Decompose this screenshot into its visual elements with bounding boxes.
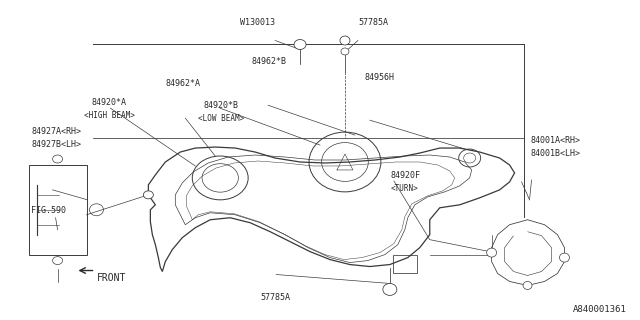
Text: <HIGH BEAM>: <HIGH BEAM> — [84, 111, 134, 120]
Ellipse shape — [52, 257, 63, 265]
Text: 57785A: 57785A — [358, 19, 388, 28]
Text: 84927A<RH>: 84927A<RH> — [31, 127, 81, 136]
Text: 84920*B: 84920*B — [204, 101, 239, 110]
Ellipse shape — [523, 282, 532, 289]
Ellipse shape — [341, 48, 349, 55]
Text: 84962*A: 84962*A — [165, 79, 200, 88]
Text: 84962*B: 84962*B — [252, 57, 287, 66]
Text: <TURN>: <TURN> — [390, 184, 418, 193]
Ellipse shape — [340, 36, 350, 45]
Ellipse shape — [52, 155, 63, 163]
Ellipse shape — [559, 253, 570, 262]
Text: 84927B<LH>: 84927B<LH> — [31, 140, 81, 148]
Text: FIG.590: FIG.590 — [31, 206, 67, 215]
Text: 84001A<RH>: 84001A<RH> — [531, 136, 580, 145]
Ellipse shape — [294, 40, 306, 50]
Ellipse shape — [486, 248, 497, 257]
Text: 84920F: 84920F — [390, 172, 420, 180]
Text: A840001361: A840001361 — [573, 305, 627, 314]
Text: 84001B<LH>: 84001B<LH> — [531, 149, 580, 158]
Text: 57785A: 57785A — [260, 292, 291, 301]
Text: 84920*A: 84920*A — [92, 98, 127, 107]
Ellipse shape — [383, 284, 397, 295]
Ellipse shape — [143, 191, 154, 199]
Text: <LOW BEAM>: <LOW BEAM> — [198, 114, 244, 123]
Text: FRONT: FRONT — [97, 273, 126, 283]
Text: 84956H: 84956H — [365, 73, 395, 82]
Text: W130013: W130013 — [240, 19, 275, 28]
